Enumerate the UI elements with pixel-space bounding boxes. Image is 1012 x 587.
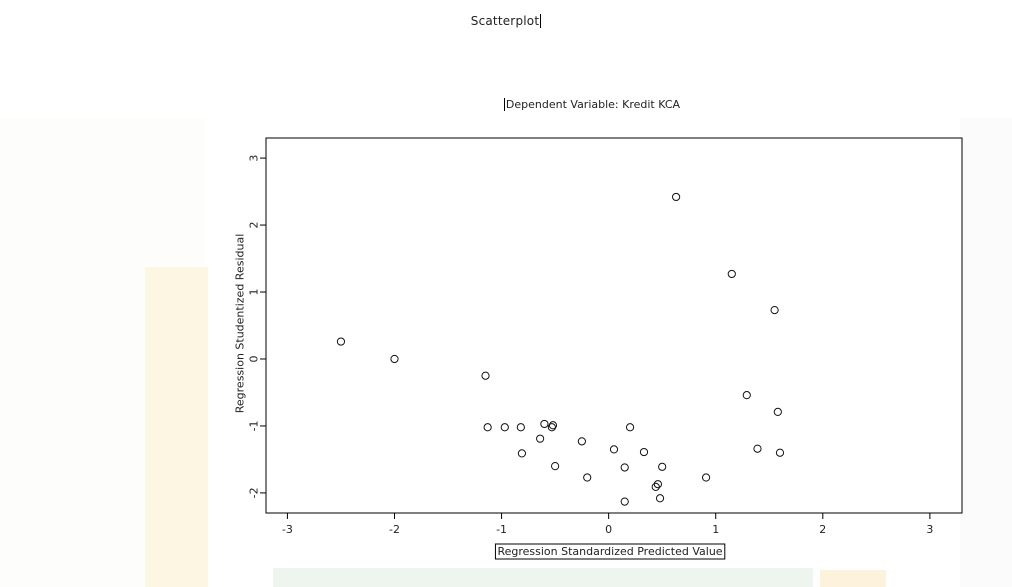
data-point: [658, 462, 667, 471]
data-point: [609, 445, 619, 454]
data-point: [655, 494, 665, 503]
data-point: [536, 434, 545, 443]
data-point: [625, 423, 635, 432]
data-point: [516, 423, 525, 432]
data-point: [727, 269, 736, 279]
x-tick-label: 3: [926, 523, 933, 536]
x-tick-label: 1: [712, 523, 719, 536]
data-point: [701, 473, 711, 482]
data-point: [672, 192, 681, 202]
chart-title: Dependent Variable: Kredit KCA: [0, 98, 1012, 111]
page-title-text: Scatterplot: [470, 14, 542, 28]
data-point: [773, 407, 782, 416]
x-axis: -3 -2 -1 0 1 2 3: [282, 513, 933, 536]
data-point: [500, 423, 509, 432]
data-points: [336, 192, 785, 506]
data-point: [548, 421, 558, 430]
data-point: [481, 371, 490, 380]
y-tick-label: 3: [248, 155, 261, 162]
y-tick-label: 1: [248, 289, 261, 296]
x-axis-label-box: [494, 543, 726, 560]
y-tick-label: -2: [248, 487, 261, 498]
y-tick-label: 0: [248, 355, 261, 362]
page-title: Scatterplot: [0, 14, 1012, 28]
chart-title-text: Dependent Variable: Kredit KCA: [503, 98, 681, 111]
data-point: [620, 463, 629, 472]
data-point: [540, 419, 549, 429]
data-point: [390, 354, 399, 364]
data-point: [551, 462, 560, 471]
data-point: [639, 447, 649, 457]
x-tick-label: -3: [282, 523, 293, 536]
data-point: [775, 448, 785, 457]
data-point: [620, 497, 629, 506]
data-point: [742, 391, 751, 400]
x-axis-label: Regression Standardized Predicted Value: [497, 545, 722, 558]
data-point: [770, 305, 779, 315]
data-point: [483, 423, 492, 432]
x-tick-label: -1: [496, 523, 507, 536]
x-tick-label: 0: [605, 523, 612, 536]
data-point: [547, 423, 556, 432]
y-tick-label: -1: [248, 420, 261, 431]
data-point: [653, 480, 663, 489]
plot-frame: [265, 137, 963, 514]
data-point: [517, 449, 527, 458]
data-point: [651, 482, 660, 491]
y-axis-label: Regression Studentized Residual: [234, 234, 247, 414]
data-point: [583, 473, 592, 482]
y-tick-label: 2: [248, 222, 261, 229]
x-tick-label: 2: [819, 523, 826, 536]
data-point: [577, 437, 586, 446]
y-axis: -2 -1 0 1 2 3: [248, 155, 266, 498]
x-tick-label: -2: [389, 523, 400, 536]
data-point: [753, 444, 762, 453]
data-point: [336, 337, 346, 346]
